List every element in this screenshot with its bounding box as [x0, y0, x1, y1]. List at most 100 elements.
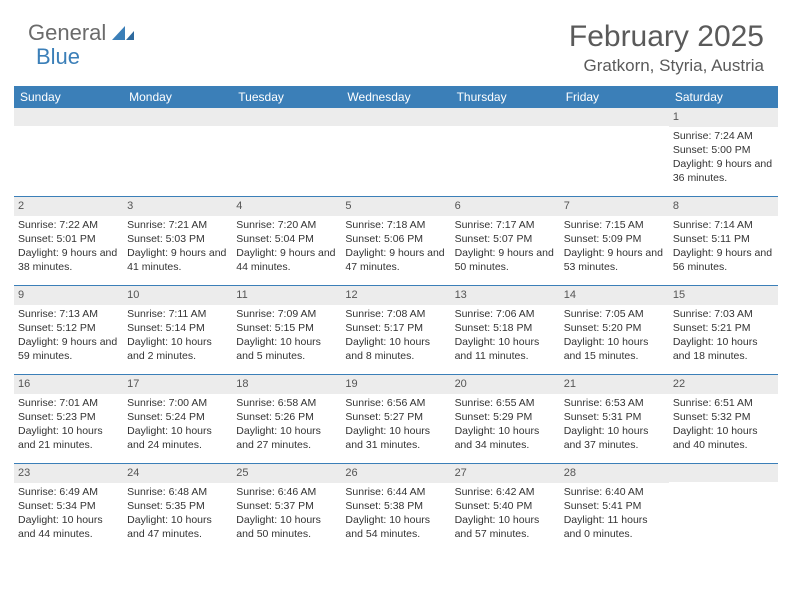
sunrise-text: Sunrise: 6:48 AM — [127, 485, 228, 499]
sunrise-text: Sunrise: 7:08 AM — [345, 307, 446, 321]
brand-logo: General — [28, 20, 138, 46]
brand-name-part2: Blue — [36, 44, 80, 69]
sunrise-text: Sunrise: 6:44 AM — [345, 485, 446, 499]
day-number — [14, 108, 123, 126]
sunrise-text: Sunrise: 7:05 AM — [564, 307, 665, 321]
day-body: Sunrise: 7:00 AMSunset: 5:24 PMDaylight:… — [123, 394, 232, 457]
daylight-text: Daylight: 9 hours and 59 minutes. — [18, 335, 119, 363]
sunrise-text: Sunrise: 6:51 AM — [673, 396, 774, 410]
sunrise-text: Sunrise: 7:13 AM — [18, 307, 119, 321]
day-number: 28 — [560, 464, 669, 483]
day-number: 18 — [232, 375, 341, 394]
day-number: 26 — [341, 464, 450, 483]
day-cell — [232, 108, 341, 196]
day-body: Sunrise: 6:48 AMSunset: 5:35 PMDaylight:… — [123, 483, 232, 546]
daylight-text: Daylight: 10 hours and 18 minutes. — [673, 335, 774, 363]
day-number: 15 — [669, 286, 778, 305]
day-number: 11 — [232, 286, 341, 305]
day-number — [451, 108, 560, 126]
sunrise-text: Sunrise: 7:21 AM — [127, 218, 228, 232]
day-cell: 6Sunrise: 7:17 AMSunset: 5:07 PMDaylight… — [451, 197, 560, 285]
daylight-text: Daylight: 10 hours and 2 minutes. — [127, 335, 228, 363]
daylight-text: Daylight: 10 hours and 8 minutes. — [345, 335, 446, 363]
day-number: 8 — [669, 197, 778, 216]
week-row: 23Sunrise: 6:49 AMSunset: 5:34 PMDayligh… — [14, 463, 778, 552]
weekday-header-row: Sunday Monday Tuesday Wednesday Thursday… — [14, 86, 778, 108]
day-cell: 5Sunrise: 7:18 AMSunset: 5:06 PMDaylight… — [341, 197, 450, 285]
week-row: 2Sunrise: 7:22 AMSunset: 5:01 PMDaylight… — [14, 196, 778, 285]
day-number — [669, 464, 778, 482]
daylight-text: Daylight: 9 hours and 38 minutes. — [18, 246, 119, 274]
daylight-text: Daylight: 9 hours and 41 minutes. — [127, 246, 228, 274]
sunrise-text: Sunrise: 6:53 AM — [564, 396, 665, 410]
sunset-text: Sunset: 5:12 PM — [18, 321, 119, 335]
day-cell: 12Sunrise: 7:08 AMSunset: 5:17 PMDayligh… — [341, 286, 450, 374]
daylight-text: Daylight: 10 hours and 34 minutes. — [455, 424, 556, 452]
day-body: Sunrise: 7:11 AMSunset: 5:14 PMDaylight:… — [123, 305, 232, 368]
day-body: Sunrise: 6:46 AMSunset: 5:37 PMDaylight:… — [232, 483, 341, 546]
day-cell: 24Sunrise: 6:48 AMSunset: 5:35 PMDayligh… — [123, 464, 232, 552]
day-body: Sunrise: 6:40 AMSunset: 5:41 PMDaylight:… — [560, 483, 669, 546]
daylight-text: Daylight: 9 hours and 44 minutes. — [236, 246, 337, 274]
daylight-text: Daylight: 10 hours and 37 minutes. — [564, 424, 665, 452]
day-number — [341, 108, 450, 126]
sunrise-text: Sunrise: 7:20 AM — [236, 218, 337, 232]
daylight-text: Daylight: 9 hours and 50 minutes. — [455, 246, 556, 274]
sunset-text: Sunset: 5:27 PM — [345, 410, 446, 424]
day-cell: 25Sunrise: 6:46 AMSunset: 5:37 PMDayligh… — [232, 464, 341, 552]
day-body: Sunrise: 7:24 AMSunset: 5:00 PMDaylight:… — [669, 127, 778, 190]
day-body: Sunrise: 7:18 AMSunset: 5:06 PMDaylight:… — [341, 216, 450, 279]
day-number: 23 — [14, 464, 123, 483]
day-number: 3 — [123, 197, 232, 216]
day-number: 16 — [14, 375, 123, 394]
sunrise-text: Sunrise: 7:00 AM — [127, 396, 228, 410]
daylight-text: Daylight: 10 hours and 15 minutes. — [564, 335, 665, 363]
day-body: Sunrise: 7:05 AMSunset: 5:20 PMDaylight:… — [560, 305, 669, 368]
day-number: 2 — [14, 197, 123, 216]
brand-name-part1: General — [28, 20, 106, 46]
location-subtitle: Gratkorn, Styria, Austria — [569, 56, 764, 76]
day-cell: 22Sunrise: 6:51 AMSunset: 5:32 PMDayligh… — [669, 375, 778, 463]
sunset-text: Sunset: 5:01 PM — [18, 232, 119, 246]
day-cell: 23Sunrise: 6:49 AMSunset: 5:34 PMDayligh… — [14, 464, 123, 552]
day-number: 24 — [123, 464, 232, 483]
page-header: General February 2025 Gratkorn, Styria, … — [0, 0, 792, 86]
day-number: 10 — [123, 286, 232, 305]
daylight-text: Daylight: 10 hours and 47 minutes. — [127, 513, 228, 541]
day-cell: 28Sunrise: 6:40 AMSunset: 5:41 PMDayligh… — [560, 464, 669, 552]
day-body: Sunrise: 7:06 AMSunset: 5:18 PMDaylight:… — [451, 305, 560, 368]
sunrise-text: Sunrise: 7:06 AM — [455, 307, 556, 321]
day-number: 25 — [232, 464, 341, 483]
weekday-header: Monday — [123, 86, 232, 108]
day-body: Sunrise: 6:55 AMSunset: 5:29 PMDaylight:… — [451, 394, 560, 457]
day-cell — [123, 108, 232, 196]
sunset-text: Sunset: 5:26 PM — [236, 410, 337, 424]
daylight-text: Daylight: 9 hours and 56 minutes. — [673, 246, 774, 274]
sunset-text: Sunset: 5:11 PM — [673, 232, 774, 246]
day-body: Sunrise: 7:14 AMSunset: 5:11 PMDaylight:… — [669, 216, 778, 279]
day-cell — [14, 108, 123, 196]
day-cell: 18Sunrise: 6:58 AMSunset: 5:26 PMDayligh… — [232, 375, 341, 463]
daylight-text: Daylight: 11 hours and 0 minutes. — [564, 513, 665, 541]
day-body: Sunrise: 6:51 AMSunset: 5:32 PMDaylight:… — [669, 394, 778, 457]
sunrise-text: Sunrise: 6:46 AM — [236, 485, 337, 499]
day-cell — [451, 108, 560, 196]
day-cell: 20Sunrise: 6:55 AMSunset: 5:29 PMDayligh… — [451, 375, 560, 463]
daylight-text: Daylight: 10 hours and 57 minutes. — [455, 513, 556, 541]
daylight-text: Daylight: 10 hours and 5 minutes. — [236, 335, 337, 363]
day-body: Sunrise: 6:56 AMSunset: 5:27 PMDaylight:… — [341, 394, 450, 457]
day-body: Sunrise: 7:20 AMSunset: 5:04 PMDaylight:… — [232, 216, 341, 279]
day-number — [560, 108, 669, 126]
day-cell: 7Sunrise: 7:15 AMSunset: 5:09 PMDaylight… — [560, 197, 669, 285]
sunset-text: Sunset: 5:14 PM — [127, 321, 228, 335]
sunset-text: Sunset: 5:38 PM — [345, 499, 446, 513]
sunrise-text: Sunrise: 7:22 AM — [18, 218, 119, 232]
sail-icon — [110, 24, 136, 42]
daylight-text: Daylight: 10 hours and 11 minutes. — [455, 335, 556, 363]
day-cell: 19Sunrise: 6:56 AMSunset: 5:27 PMDayligh… — [341, 375, 450, 463]
day-cell: 27Sunrise: 6:42 AMSunset: 5:40 PMDayligh… — [451, 464, 560, 552]
sunset-text: Sunset: 5:29 PM — [455, 410, 556, 424]
daylight-text: Daylight: 10 hours and 31 minutes. — [345, 424, 446, 452]
day-cell: 11Sunrise: 7:09 AMSunset: 5:15 PMDayligh… — [232, 286, 341, 374]
day-body: Sunrise: 7:17 AMSunset: 5:07 PMDaylight:… — [451, 216, 560, 279]
